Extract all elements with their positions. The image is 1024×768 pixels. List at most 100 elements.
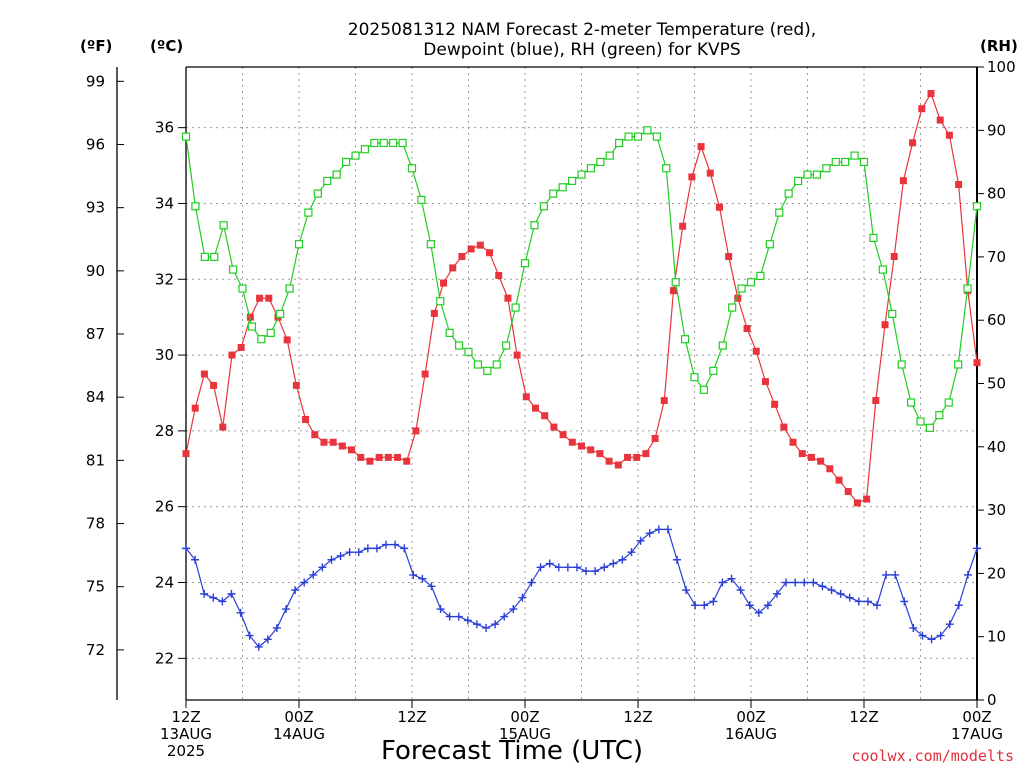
rh-point (247, 322, 257, 331)
dewpoint-point (818, 582, 827, 591)
rh-point (219, 221, 228, 230)
dewpoint-point (772, 589, 781, 598)
temperature-point (449, 264, 457, 272)
temperature-point (918, 105, 926, 113)
temperature-point (338, 442, 346, 450)
fahrenheit-tick-label: 84 (86, 388, 105, 406)
temperature-point (550, 423, 558, 431)
rh-point (313, 189, 322, 198)
rh-tick-label: 30 (987, 501, 1006, 519)
dewpoint-point (954, 601, 963, 610)
temperature-point (210, 381, 218, 389)
temperature-point (752, 347, 760, 355)
temperature-point (265, 294, 273, 302)
dewpoint-point (191, 555, 200, 564)
dewpoint-point (509, 605, 518, 614)
time-tick-label: 12Z (397, 708, 426, 726)
dewpoint-point (282, 605, 291, 614)
temperature-point (292, 381, 300, 389)
celsius-tick-label: 34 (155, 194, 174, 212)
temperature-series (182, 90, 981, 507)
dewpoint-point (236, 608, 245, 617)
temperature-point (927, 90, 935, 98)
rh-point (473, 360, 483, 369)
dewpoint-point (754, 608, 763, 617)
dewpoint-point (182, 544, 190, 553)
temperature-point (568, 438, 576, 446)
dewpoint-point (254, 642, 263, 651)
rh-point (539, 202, 548, 211)
dewpoint-point (963, 570, 972, 579)
rh-point (944, 398, 953, 407)
dewpoint-point (791, 578, 800, 587)
time-tick-label: 00Z (510, 708, 539, 726)
rh-point (426, 240, 435, 249)
dewpoint-point (700, 601, 709, 610)
dewpoint-point (363, 544, 372, 553)
celsius-tick-label: 28 (155, 422, 174, 440)
dewpoint-point (891, 570, 900, 579)
temperature-point (476, 241, 484, 249)
rh-point (812, 170, 822, 179)
rh-point (567, 176, 577, 186)
temperature-point (697, 143, 705, 151)
temperature-point (302, 416, 310, 424)
temperature-point (394, 453, 402, 461)
temperature-point (430, 309, 438, 317)
celsius-unit-label: (ºC) (150, 37, 183, 55)
rh-point (520, 259, 530, 268)
dewpoint-point (591, 567, 600, 576)
rh-point (407, 164, 417, 173)
celsius-tick-label: 26 (155, 498, 174, 516)
dewpoint-point (445, 612, 454, 621)
axes (116, 66, 984, 708)
celsius-tick-label: 36 (155, 119, 174, 137)
rh-point (624, 132, 633, 141)
dewpoint-point (672, 555, 681, 564)
rh-point (558, 183, 567, 192)
temperature-point (237, 343, 245, 351)
rh-tick-label: 80 (987, 185, 1006, 203)
rh-point (294, 240, 304, 249)
temperature-point (421, 370, 429, 378)
fahrenheit-tick-label: 93 (86, 199, 105, 217)
dewpoint-point (836, 589, 845, 598)
rh-tick-label: 40 (987, 438, 1006, 456)
temperature-point (596, 450, 604, 458)
rh-point (596, 157, 605, 167)
rh-point (370, 138, 379, 148)
dewpoint-series (182, 525, 981, 651)
rh-point (972, 202, 982, 211)
temperature-point (541, 412, 549, 420)
dewpoint-point (627, 548, 636, 557)
time-tick-label: 00Z (962, 708, 991, 726)
temperature-point (200, 370, 208, 378)
temperature-point (743, 325, 751, 333)
dewpoint-point (327, 555, 336, 564)
dewpoint-point (609, 559, 618, 568)
dewpoint-point (209, 593, 218, 602)
dewpoint-point (654, 525, 663, 534)
rh-point (709, 366, 718, 375)
dewpoint-point (936, 631, 945, 640)
dewpoint-point (582, 567, 591, 576)
rh-point (954, 360, 963, 369)
fahrenheit-tick-label: 90 (86, 262, 105, 280)
temperature-point (513, 351, 521, 359)
dewpoint-point (354, 548, 363, 557)
rh-point (379, 138, 388, 148)
temperature-point (973, 359, 981, 367)
temperature-point (578, 442, 585, 450)
temperature-point (412, 427, 420, 435)
dewpoint-point (554, 563, 563, 572)
rh-point (793, 176, 803, 186)
celsius-tick-label: 32 (155, 270, 174, 288)
rh-point (822, 164, 831, 173)
dewpoint-point (291, 586, 300, 595)
temperature-point (375, 453, 383, 461)
rh-point (436, 297, 445, 306)
dewpoint-point (200, 589, 209, 598)
dewpoint-point (727, 574, 736, 583)
rh-point (304, 208, 313, 217)
x-axis-label: Forecast Time (UTC) (381, 736, 643, 766)
